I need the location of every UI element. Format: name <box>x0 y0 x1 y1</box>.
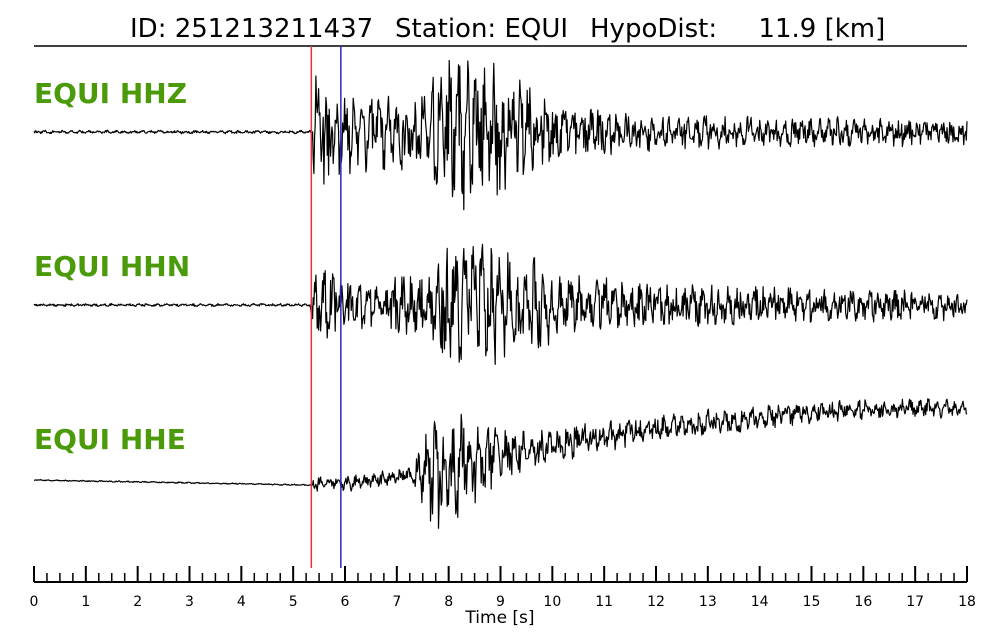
x-tick-label: 18 <box>958 594 976 610</box>
x-tick-label: 17 <box>906 594 924 610</box>
x-tick-label: 9 <box>496 594 505 610</box>
picks-group <box>310 46 342 568</box>
x-tick-label: 14 <box>751 594 769 610</box>
hypodist-title: HypoDist: 11.9 [km] <box>590 14 885 44</box>
x-tick-label: 15 <box>803 594 821 610</box>
x-tick-label: 1 <box>81 594 90 610</box>
x-tick-label: 8 <box>444 594 453 610</box>
x-tick-label: 4 <box>237 594 246 610</box>
x-tick-label: 3 <box>185 594 194 610</box>
x-tick-label: 10 <box>543 594 561 610</box>
traces-group <box>33 59 968 529</box>
channel-label-hhz: EQUI HHZ <box>34 77 187 110</box>
x-tick-label: 5 <box>289 594 298 610</box>
x-tick-label: 16 <box>854 594 872 610</box>
x-tick-label: 2 <box>133 594 142 610</box>
waveform-trace-hhz <box>33 59 968 211</box>
x-tick-label: 7 <box>392 594 401 610</box>
x-axis-label: Time [s] <box>464 608 534 628</box>
station-title: Station: EQUI <box>395 14 568 44</box>
x-tick-label: 13 <box>699 594 717 610</box>
x-tick-label: 12 <box>647 594 665 610</box>
waveform-trace-hhe <box>34 398 968 529</box>
x-tick-label: 6 <box>341 594 350 610</box>
channel-label-hhn: EQUI HHN <box>34 250 190 283</box>
event-id-title: ID: 251213211437 <box>130 14 373 44</box>
x-tick-label: 11 <box>595 594 613 610</box>
x-tick-label: 0 <box>30 594 39 610</box>
time-axis: 0 1 2 3 4 5 6 7 8 9 10 11 12 13 14 15 16 17 18 <box>30 566 976 610</box>
waveform-trace-hhn <box>33 243 968 365</box>
channel-label-hhe: EQUI HHE <box>34 423 186 456</box>
